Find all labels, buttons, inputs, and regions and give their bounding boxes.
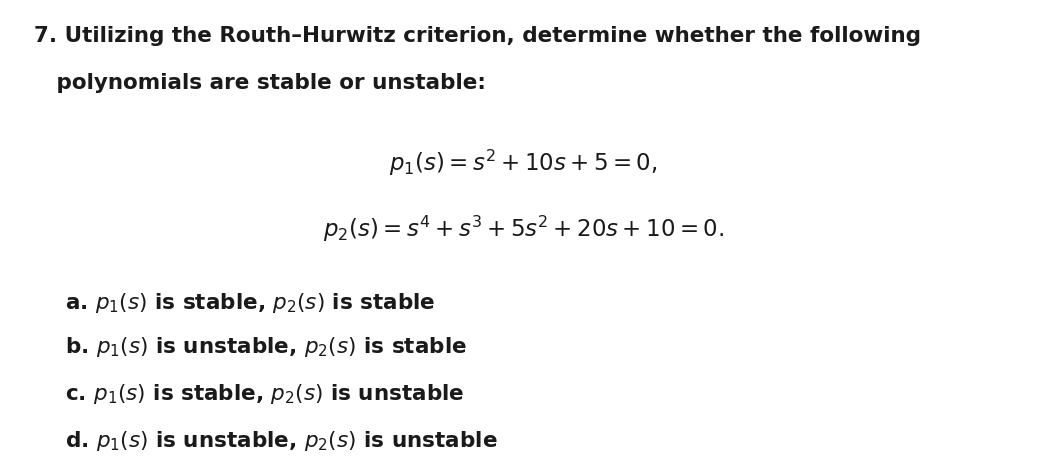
Text: a. $p_1(s)$ is stable, $p_2(s)$ is stable: a. $p_1(s)$ is stable, $p_2(s)$ is stabl…	[65, 291, 436, 315]
Text: $p_1(s) = s^2 + 10s + 5 = 0,$: $p_1(s) = s^2 + 10s + 5 = 0,$	[389, 148, 658, 178]
Text: polynomials are stable or unstable:: polynomials are stable or unstable:	[34, 73, 486, 93]
Text: $p_2(s) = s^4 + s^3 + 5s^2 + 20s + 10 = 0.$: $p_2(s) = s^4 + s^3 + 5s^2 + 20s + 10 = …	[322, 213, 725, 243]
Text: d. $p_1(s)$ is unstable, $p_2(s)$ is unstable: d. $p_1(s)$ is unstable, $p_2(s)$ is uns…	[65, 429, 497, 453]
Text: c. $p_1(s)$ is stable, $p_2(s)$ is unstable: c. $p_1(s)$ is stable, $p_2(s)$ is unsta…	[65, 382, 464, 406]
Text: 7. Utilizing the Routh–Hurwitz criterion, determine whether the following: 7. Utilizing the Routh–Hurwitz criterion…	[34, 26, 920, 46]
Text: b. $p_1(s)$ is unstable, $p_2(s)$ is stable: b. $p_1(s)$ is unstable, $p_2(s)$ is sta…	[65, 335, 467, 359]
